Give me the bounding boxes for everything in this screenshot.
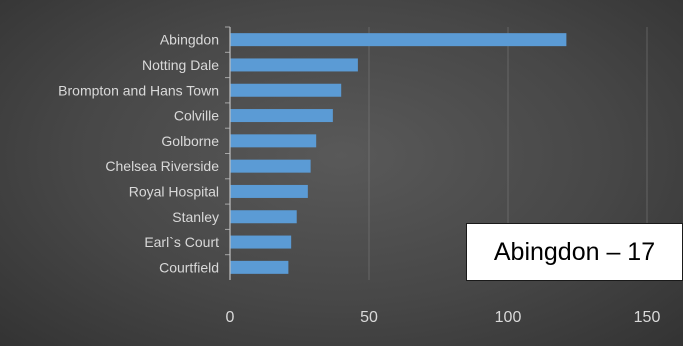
x-tick-label-100: 100 — [495, 309, 522, 326]
bar-8 — [230, 235, 292, 249]
bar-1 — [230, 58, 358, 72]
x-tick-label-150: 150 — [634, 309, 661, 326]
bar-5 — [230, 159, 311, 173]
bar-0 — [230, 33, 567, 47]
category-label-0: Abingdon — [160, 32, 219, 48]
callout-box: Abingdon – 17 — [466, 223, 683, 281]
bar-3 — [230, 109, 333, 123]
category-label-1: Notting Dale — [142, 57, 219, 73]
callout-label: Abingdon – 17 — [493, 237, 656, 266]
category-label-2: Brompton and Hans Town — [58, 82, 219, 98]
x-tick-label-0: 0 — [226, 309, 235, 326]
category-label-4: Golborne — [161, 133, 219, 149]
x-tick-label-50: 50 — [360, 309, 378, 326]
bar-2 — [230, 83, 342, 97]
bar-7 — [230, 210, 297, 224]
category-label-8: Earl`s Court — [144, 234, 219, 250]
bar-6 — [230, 184, 308, 198]
bar-4 — [230, 134, 317, 148]
category-label-6: Royal Hospital — [129, 183, 219, 199]
category-label-9: Courtfield — [159, 259, 219, 275]
category-label-3: Colville — [174, 108, 219, 124]
category-label-7: Stanley — [172, 209, 219, 225]
category-label-5: Chelsea Riverside — [105, 158, 219, 174]
bar-9 — [230, 260, 289, 274]
